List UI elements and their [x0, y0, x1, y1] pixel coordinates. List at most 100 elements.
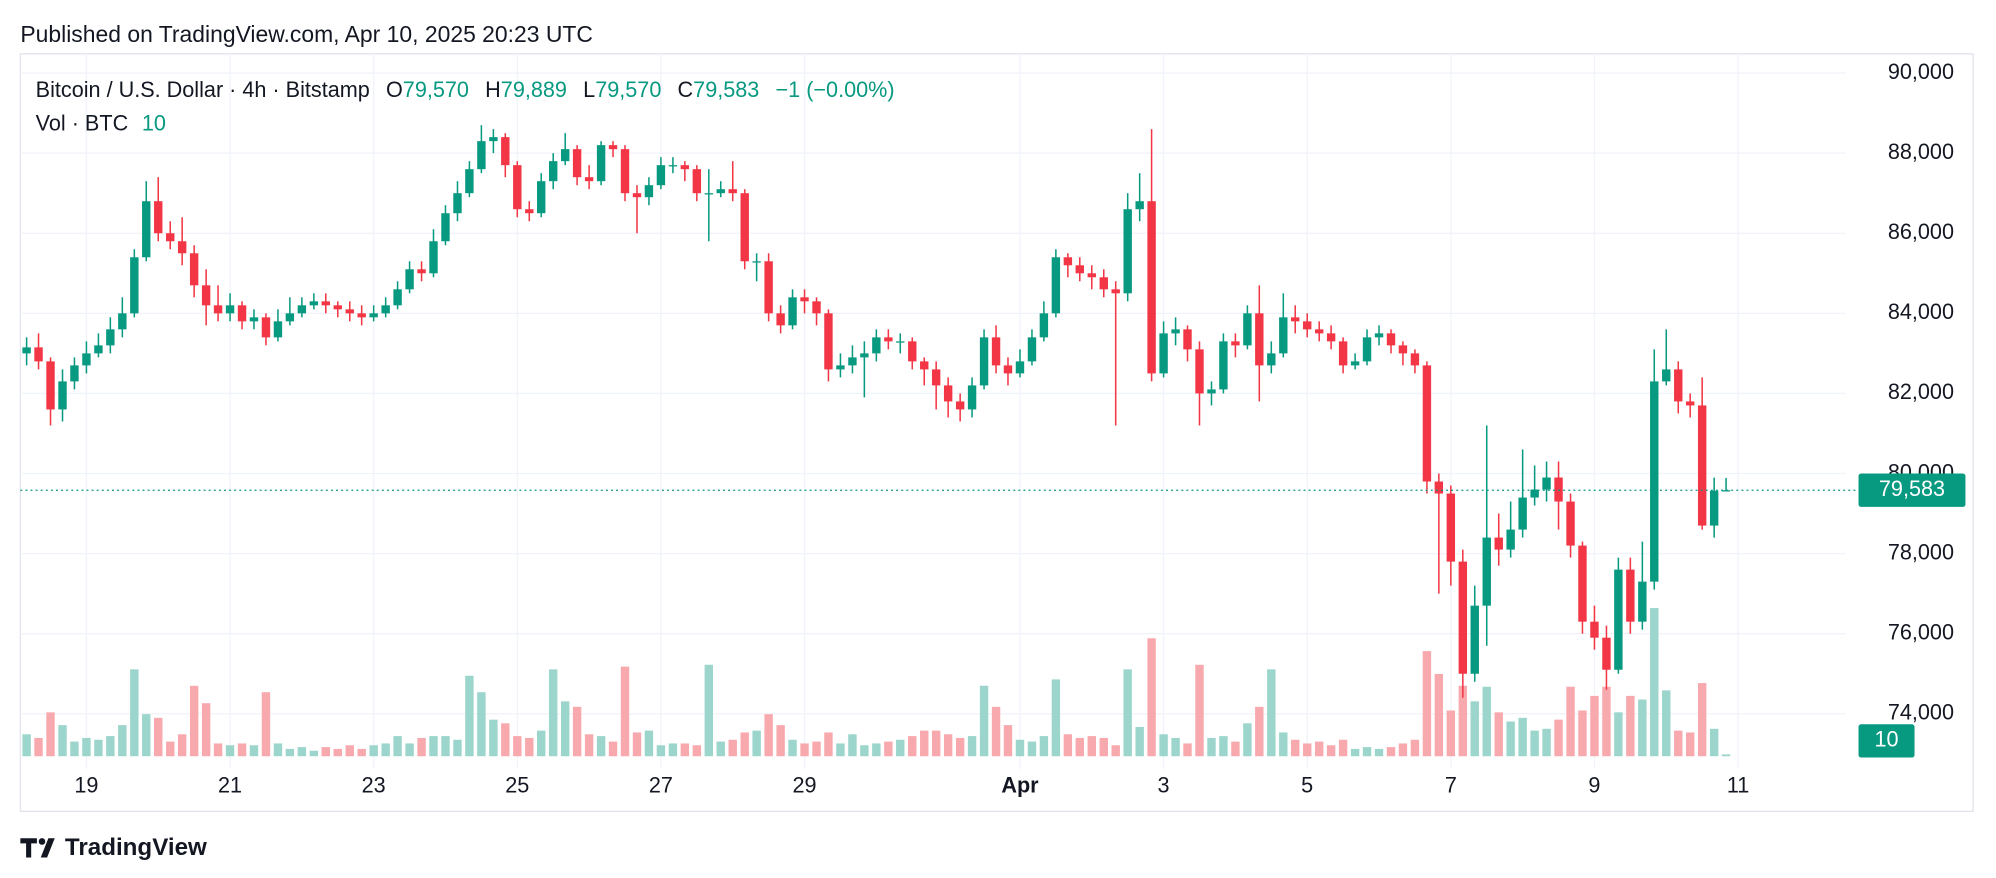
candle-body	[1386, 333, 1396, 346]
volume-bar	[1039, 736, 1049, 757]
volume-bar	[1135, 726, 1144, 757]
volume-tag-label: 10	[1874, 727, 1898, 752]
candle-body	[1398, 345, 1408, 354]
volume-bar	[1458, 685, 1468, 757]
low-value: 79,570	[595, 77, 661, 102]
candle-body	[1626, 569, 1635, 622]
candle-body	[525, 209, 534, 214]
volume-bar	[1303, 743, 1312, 757]
volume-bar	[1566, 686, 1575, 757]
volume-bar	[596, 736, 606, 757]
candle-body	[177, 241, 187, 254]
last-price-tag	[1858, 473, 1966, 507]
candle-body	[955, 401, 965, 410]
y-tick-label: 76,000	[1888, 619, 1954, 644]
volume-bar	[1697, 683, 1707, 757]
open-value: 79,570	[403, 77, 469, 102]
volume-bar	[860, 745, 869, 757]
y-tick-label: 84,000	[1888, 299, 1954, 324]
volume-bar	[1267, 669, 1276, 757]
candle-body	[1470, 605, 1479, 674]
candle-body	[716, 189, 725, 194]
candle-body	[1207, 389, 1216, 394]
candle-body	[1111, 289, 1120, 294]
volume-bar	[776, 725, 785, 757]
candle-body	[213, 305, 223, 314]
candle-body	[836, 365, 845, 370]
candle-body	[465, 169, 474, 194]
candle-body	[453, 193, 462, 214]
candle-body	[285, 313, 295, 322]
volume-bar	[943, 734, 953, 757]
candle-body	[1530, 489, 1539, 498]
volume-bar	[1422, 651, 1432, 757]
volume-bar	[393, 736, 402, 757]
candle-body	[429, 241, 438, 274]
candle-body	[1374, 333, 1384, 338]
volume-bar	[1614, 712, 1623, 757]
volume-bar	[848, 734, 857, 757]
volume-bar	[752, 730, 761, 757]
candle-body	[154, 201, 163, 234]
volume-bar	[1494, 712, 1503, 757]
close-key: C	[678, 77, 694, 102]
high-value: 79,889	[501, 77, 567, 102]
candle-body	[584, 177, 594, 182]
volume-bar	[465, 675, 474, 757]
volume-bar	[728, 739, 737, 757]
candle-body	[357, 313, 366, 318]
candle-body	[1015, 361, 1025, 374]
candle-body	[46, 361, 55, 410]
volume-bar	[177, 734, 187, 757]
volume-bar	[800, 743, 809, 757]
volume-bar	[1326, 745, 1336, 757]
candle-body	[668, 165, 678, 167]
volume-bar	[908, 736, 917, 757]
legend-line: Bitcoin / U.S. Dollar · 4h · Bitstamp O7…	[36, 77, 895, 102]
x-tick-label: 23	[362, 773, 386, 798]
volume-bar	[1662, 690, 1671, 757]
candle-body	[1590, 621, 1599, 638]
candle-body	[1338, 341, 1348, 366]
candle-body	[1494, 537, 1503, 550]
symbol-title: Bitcoin / U.S. Dollar · 4h · Bitstamp	[36, 77, 370, 102]
volume-bar	[1123, 669, 1132, 757]
candle-body	[943, 385, 953, 402]
candle-body	[1123, 209, 1132, 294]
volume-bar	[142, 714, 151, 757]
volume-bar	[1219, 736, 1228, 757]
volume-bar	[1542, 728, 1551, 757]
volume-bar	[477, 692, 486, 757]
candle-body	[1638, 581, 1647, 622]
candle-body	[1602, 637, 1611, 670]
brand-logo-t	[20, 838, 37, 858]
candle-body	[1506, 529, 1515, 550]
volume-bar	[537, 730, 546, 757]
candle-body	[405, 269, 414, 290]
candle-body	[333, 305, 342, 310]
candle-body	[1697, 405, 1707, 526]
volume-bar	[1279, 732, 1288, 757]
candle-body	[967, 385, 977, 410]
candle-body	[1662, 369, 1671, 382]
volume-bar	[1195, 664, 1204, 757]
published-note: Published on TradingView.com, Apr 10, 20…	[20, 21, 593, 47]
volume-bar	[22, 734, 31, 757]
volume-bar	[931, 730, 941, 757]
volume-bar	[668, 743, 678, 757]
candle-body	[189, 253, 199, 286]
volume-bar	[154, 717, 163, 757]
legend: Bitcoin / U.S. Dollar · 4h · Bitstamp O7…	[36, 77, 895, 135]
volume-bar	[297, 747, 307, 757]
volume-bar	[166, 741, 175, 757]
candle-body	[393, 289, 402, 306]
volume-bar	[1386, 747, 1396, 757]
volume-bar	[967, 736, 977, 757]
brand: TradingView	[20, 834, 207, 861]
volume-bar	[1446, 710, 1456, 757]
candle-body	[1685, 401, 1695, 406]
candle-body	[1147, 201, 1156, 374]
volume-bar	[106, 736, 115, 757]
candle-body	[22, 347, 31, 354]
candle-body	[1709, 490, 1719, 526]
